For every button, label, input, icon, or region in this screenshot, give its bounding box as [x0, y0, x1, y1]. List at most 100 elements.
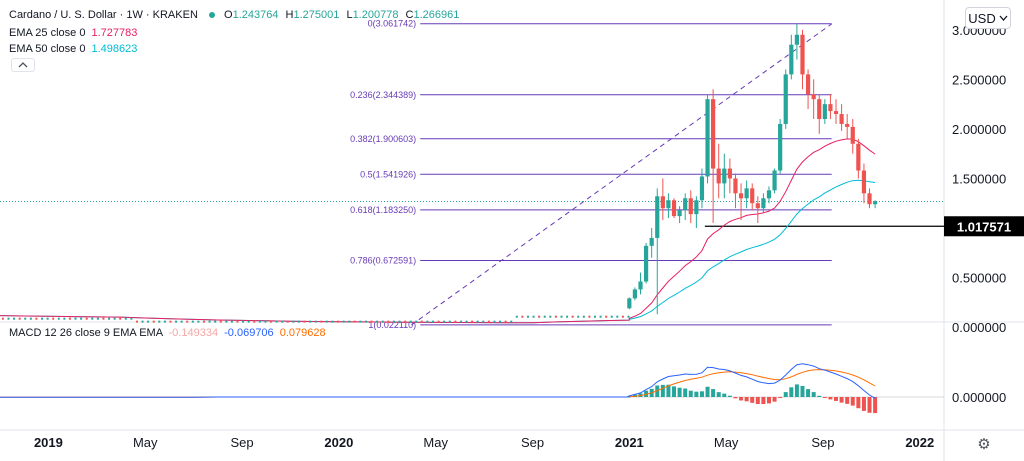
candle-body	[738, 193, 744, 199]
macd-histogram-bar	[705, 386, 710, 397]
candle-body	[861, 170, 867, 194]
candle-small	[482, 320, 485, 323]
candle-small	[57, 317, 60, 320]
candle-small	[353, 320, 356, 323]
candle-small	[621, 315, 624, 318]
candle-body	[727, 168, 732, 179]
candle-body	[638, 281, 643, 290]
candle-small	[404, 320, 407, 323]
candle-small	[191, 320, 194, 323]
candle-body	[649, 237, 654, 246]
macd-histogram-bar	[672, 386, 677, 397]
candle-body	[632, 289, 638, 299]
chart-settings-button[interactable]: ⚙	[974, 434, 994, 454]
candle-body	[778, 123, 783, 171]
candle-small	[24, 317, 27, 320]
candle-small	[247, 320, 250, 323]
candle-small	[230, 320, 233, 323]
candle-small	[275, 320, 278, 323]
candle-small	[158, 320, 161, 323]
candle-small	[242, 320, 245, 323]
candle-small	[543, 315, 546, 318]
symbol-title: Cardano / U. S. Dollar · 1W · KRAKEN	[9, 9, 198, 21]
time-tick-label: Sep	[230, 435, 253, 450]
price-tick-label: 2.000000	[952, 122, 1006, 137]
collapse-legend-button[interactable]	[11, 58, 35, 72]
visibility-dot-icon	[208, 11, 215, 18]
candle-small	[130, 317, 133, 320]
currency-dropdown[interactable]: USD	[965, 7, 1011, 29]
macd-histogram-bar	[845, 397, 850, 404]
macd-histogram-bar	[699, 391, 704, 397]
candle-body	[766, 190, 772, 199]
macd-histogram-bar	[850, 397, 855, 406]
candle-small	[443, 320, 446, 323]
candle-body	[666, 200, 671, 209]
macd-histogram-bar	[716, 392, 721, 397]
candle-small	[499, 320, 502, 323]
candle-body	[722, 168, 727, 184]
ema50-label: EMA 50 close 0	[9, 43, 86, 55]
candle-small	[532, 315, 535, 318]
candle-small	[454, 320, 457, 323]
time-tick-label: May	[133, 435, 158, 450]
candle-small	[80, 317, 83, 320]
candle-body	[694, 200, 699, 215]
macd-histogram-bar	[644, 390, 649, 397]
macd-histogram-bar	[839, 397, 844, 403]
candle-small	[236, 320, 239, 323]
candle-small	[35, 317, 38, 320]
time-tick-label: 2021	[615, 435, 644, 450]
candle-small	[392, 320, 395, 323]
candle-small	[175, 320, 178, 323]
fib-level-label: 1(0.022110)	[368, 320, 416, 330]
candle-body	[822, 104, 827, 119]
candle-small	[141, 320, 144, 323]
candle-small	[387, 320, 390, 323]
candle-small	[108, 317, 111, 320]
macd-histogram-value: -0.149334	[168, 327, 219, 339]
candle-small	[493, 320, 496, 323]
macd-histogram-bar	[811, 392, 816, 397]
candle-body	[789, 44, 794, 75]
macd-histogram-bar	[828, 397, 833, 400]
macd-legend[interactable]: MACD 12 26 close 9 EMA EMA -0.149334 -0.…	[9, 326, 326, 340]
candle-small	[549, 315, 552, 318]
candle-small	[225, 320, 228, 323]
candle-small	[538, 315, 541, 318]
candle-small	[605, 315, 608, 318]
macd-histogram-bar	[694, 391, 699, 397]
ema25-legend[interactable]: EMA 25 close 0 1.727783	[9, 26, 137, 40]
ema50-legend[interactable]: EMA 50 close 0 1.498623	[9, 42, 137, 56]
candle-body	[688, 198, 693, 215]
candle-small	[487, 320, 490, 323]
candle-small	[616, 315, 619, 318]
candle-small	[270, 320, 273, 323]
candle-body	[845, 123, 850, 127]
candle-small	[102, 317, 105, 320]
candle-small	[214, 320, 217, 323]
ema25-label: EMA 25 close 0	[9, 27, 86, 39]
ohlc-open: O1.243764	[224, 9, 279, 21]
candle-small	[599, 315, 602, 318]
macd-histogram-bar	[806, 389, 811, 397]
candle-small	[554, 315, 557, 318]
candle-small	[297, 320, 300, 323]
candle-small	[119, 317, 122, 320]
macd-histogram-bar	[761, 397, 766, 405]
candle-small	[292, 320, 295, 323]
candle-body	[800, 34, 805, 75]
time-tick-label: May	[714, 435, 739, 450]
candle-small	[253, 320, 256, 323]
macd-histogram-bar	[722, 393, 727, 397]
macd-histogram-bar	[755, 397, 760, 405]
ohlc-low: L1.200778	[346, 9, 399, 21]
candle-small	[420, 320, 423, 323]
macd-histogram-bar	[778, 397, 783, 398]
ohlc-close: C1.266961	[405, 9, 460, 21]
candle-small	[370, 320, 373, 323]
macd-label: MACD 12 26 close 9 EMA EMA	[9, 327, 163, 339]
candle-body	[783, 74, 788, 124]
candle-body	[817, 99, 822, 119]
